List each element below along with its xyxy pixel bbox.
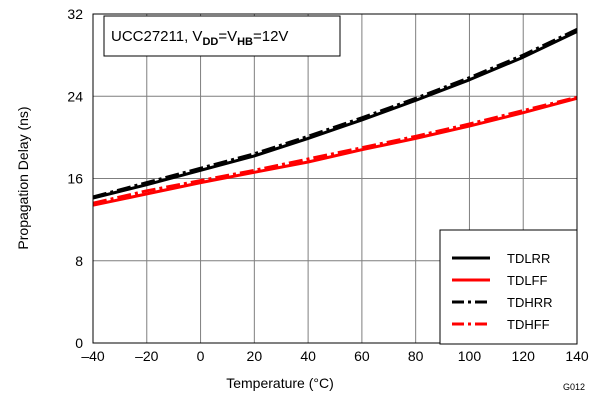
series-line-tdlff — [92, 96, 578, 207]
x-tick-label: 40 — [300, 348, 316, 364]
y-tick-label: 24 — [67, 88, 83, 104]
legend-label-tdlrr: TDLRR — [507, 251, 550, 266]
legend-label-tdlff: TDLFF — [507, 273, 548, 288]
legend: TDLRR TDLFF TDHRR TDHFF — [439, 229, 578, 345]
x-tick-label: 20 — [247, 348, 263, 364]
tick-labels: –40 –20 0 20 40 60 80 100 120 140 0 8 16 24 32 — [67, 6, 588, 364]
figure-id: G012 — [563, 382, 585, 392]
y-tick-label: 8 — [75, 253, 83, 269]
y-tick-label: 0 — [75, 335, 83, 351]
legend-label-tdhff: TDHFF — [507, 317, 550, 332]
series-line-tdhff — [92, 95, 578, 205]
series-lines — [92, 28, 578, 207]
y-tick-label: 32 — [67, 6, 83, 22]
x-tick-label: 100 — [458, 348, 482, 364]
x-tick-label: 80 — [408, 348, 424, 364]
y-axis-title: Propagation Delay (ns) — [15, 106, 31, 249]
x-axis-title: Temperature (°C) — [226, 375, 334, 391]
y-tick-label: 16 — [67, 171, 83, 187]
annotation-frame — [103, 15, 341, 57]
x-tick-label: 140 — [565, 348, 589, 364]
plot-frame — [92, 13, 578, 344]
series-line-tdlrr — [92, 30, 578, 200]
x-tick-label: 120 — [512, 348, 536, 364]
annotation-box: UCC27211, VDD=VHB=12V — [103, 15, 341, 57]
conditions-annotation: UCC27211, VDD=VHB=12V — [111, 28, 288, 48]
legend-label-tdhrr: TDHRR — [507, 295, 553, 310]
x-tick-label: –20 — [135, 348, 159, 364]
x-tick-label: 0 — [197, 348, 205, 364]
x-tick-label: 60 — [354, 348, 370, 364]
series-line-tdhrr — [92, 28, 578, 199]
x-tick-label: –40 — [81, 348, 105, 364]
